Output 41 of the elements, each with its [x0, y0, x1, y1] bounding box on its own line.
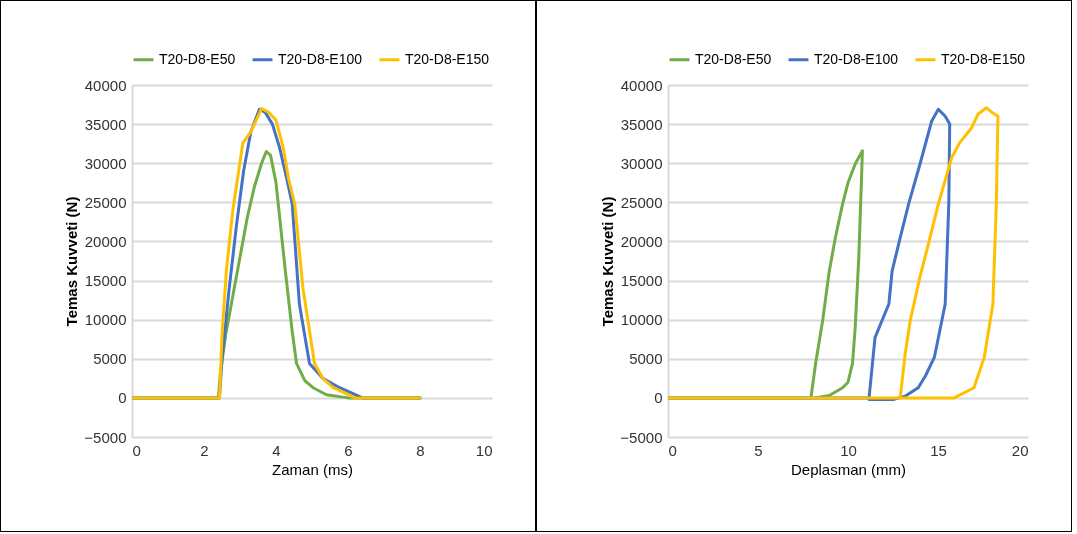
- x-tick-label: 0: [132, 441, 141, 459]
- y-tick-label: 35000: [620, 115, 663, 133]
- y-tick-label: 30000: [84, 154, 127, 172]
- y-tick-label: 5000: [629, 350, 663, 368]
- legend-label: T20-D8-E100: [814, 50, 899, 67]
- x-tick-label: 15: [930, 441, 947, 459]
- y-tick-label: −5000: [84, 428, 127, 446]
- y-tick-label: 25000: [620, 193, 663, 211]
- y-tick-label: 15000: [620, 272, 663, 290]
- x-tick-label: 8: [416, 441, 425, 459]
- x-tick-label: 10: [840, 441, 857, 459]
- y-tick-label: 5000: [93, 350, 127, 368]
- x-tick-label: 2: [200, 441, 209, 459]
- y-tick-label: 10000: [84, 311, 127, 329]
- x-tick-label: 6: [344, 441, 353, 459]
- x-tick-label: 20: [1011, 441, 1029, 459]
- legend-label: T20-D8-E50: [159, 50, 236, 67]
- y-tick-label: 0: [118, 389, 127, 407]
- y-tick-label: 20000: [620, 232, 663, 250]
- y-tick-label: 40000: [620, 76, 663, 94]
- y-tick-label: 0: [654, 389, 663, 407]
- y-axis-title: Temas Kuvveti (N): [63, 196, 81, 327]
- x-axis-title: Deplasman (mm): [790, 460, 907, 478]
- y-tick-label: 30000: [620, 154, 663, 172]
- y-tick-label: 20000: [84, 232, 127, 250]
- x-tick-label: 0: [668, 441, 677, 459]
- y-axis-title: Temas Kuvveti (N): [599, 196, 617, 327]
- x-tick-label: 4: [272, 441, 281, 459]
- legend-label: T20-D8-E100: [278, 50, 363, 67]
- y-tick-label: 35000: [84, 115, 127, 133]
- y-tick-label: 25000: [84, 193, 127, 211]
- y-tick-label: 10000: [620, 311, 663, 329]
- y-tick-label: 40000: [84, 76, 127, 94]
- x-tick-label: 10: [475, 441, 493, 459]
- legend-label: T20-D8-E50: [695, 50, 772, 67]
- x-axis-title: Zaman (ms): [272, 460, 353, 478]
- legend-label: T20-D8-E150: [941, 50, 1026, 67]
- y-tick-label: 15000: [84, 272, 127, 290]
- y-tick-label: −5000: [620, 428, 663, 446]
- legend-label: T20-D8-E150: [405, 50, 490, 67]
- x-tick-label: 5: [754, 441, 763, 459]
